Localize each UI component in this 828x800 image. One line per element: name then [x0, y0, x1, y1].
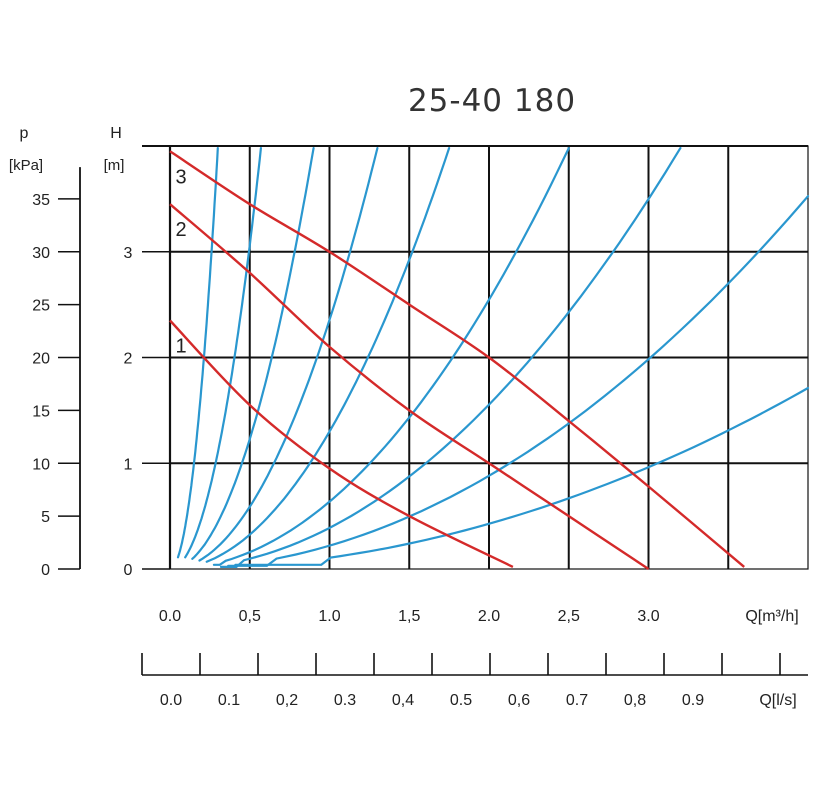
- head-tick-label: 0: [124, 562, 133, 579]
- pressure-tick-label: 10: [32, 456, 50, 473]
- flow-ls-tick-label: 0,2: [276, 692, 298, 709]
- system-curves: [176, 147, 810, 568]
- system-curve: [176, 147, 219, 559]
- flow-axis-ls-label: Q[l/s]: [759, 692, 796, 709]
- flow-ls-tick-label: 0.5: [450, 692, 472, 709]
- flow-ls-tick-label: 0.3: [334, 692, 356, 709]
- system-curve: [184, 147, 262, 559]
- flow-axis-ls: 0.0 0.1 0,2 0.3 0,4 0.5 0,6 0.7 0,8 0.9: [141, 653, 808, 709]
- flow-m3h-tick-label: 2.0: [478, 608, 500, 625]
- flow-m3h-tick-label: 2,5: [558, 608, 580, 625]
- flow-ls-tick-label: 0,8: [624, 692, 646, 709]
- system-curve: [198, 147, 379, 562]
- pressure-tick-label: 0: [41, 562, 50, 579]
- flow-m3h-tick-label: 1.0: [318, 608, 340, 625]
- system-curve: [212, 147, 570, 566]
- flow-m3h-tick-label: 0.0: [159, 608, 181, 625]
- system-curve: [227, 195, 810, 567]
- chart-title: 25-40 180: [408, 83, 576, 119]
- system-curve: [219, 147, 682, 568]
- head-axis-unit: [m]: [104, 157, 125, 174]
- flow-ls-tick-label: 0.7: [566, 692, 588, 709]
- head-tick-label: 3: [124, 245, 133, 262]
- pump-curves: 1 2 3: [169, 150, 745, 571]
- head-tick-label: 1: [124, 456, 133, 473]
- head-tick-label: 2: [124, 351, 133, 368]
- system-curve: [205, 147, 451, 563]
- pump-curve-label-3: 3: [175, 166, 186, 188]
- pressure-axis-label: p: [20, 125, 29, 142]
- pressure-tick-label: 25: [32, 298, 50, 315]
- pump-curve-3: [169, 150, 745, 568]
- pump-curve-label-2: 2: [175, 219, 186, 241]
- flow-m3h-tick-label: 3.0: [637, 608, 659, 625]
- head-axis-label: H: [110, 125, 122, 142]
- head-axis: 0 1 2 3: [124, 245, 170, 579]
- flow-ls-tick-label: 0,6: [508, 692, 530, 709]
- flow-ls-tick-label: 0.0: [160, 692, 182, 709]
- pressure-axis-unit: [kPa]: [9, 157, 43, 174]
- pressure-axis: 0 5 10 15 20 25 30 35: [32, 167, 81, 579]
- flow-axis-m3h: 0.0 0,5 1.0 1,5 2.0 2,5 3.0: [159, 608, 660, 625]
- pressure-tick-label: 20: [32, 351, 50, 368]
- flow-ls-tick-label: 0.1: [218, 692, 240, 709]
- system-curve: [234, 386, 810, 566]
- pump-curve-1: [169, 319, 514, 568]
- plot-grid: [142, 145, 809, 570]
- flow-ls-tick-label: 0.9: [682, 692, 704, 709]
- pump-curve-2: [169, 203, 650, 571]
- pressure-tick-label: 15: [32, 403, 50, 420]
- flow-ls-tick-label: 0,4: [392, 692, 414, 709]
- pump-curve-label-1: 1: [175, 335, 186, 357]
- flow-axis-m3h-label: Q[m³/h]: [745, 608, 798, 625]
- pressure-tick-label: 30: [32, 245, 50, 262]
- flow-m3h-tick-label: 1,5: [398, 608, 420, 625]
- pressure-tick-label: 35: [32, 192, 50, 209]
- pressure-tick-label: 5: [41, 509, 50, 526]
- system-curve: [191, 147, 315, 560]
- flow-m3h-tick-label: 0,5: [239, 608, 261, 625]
